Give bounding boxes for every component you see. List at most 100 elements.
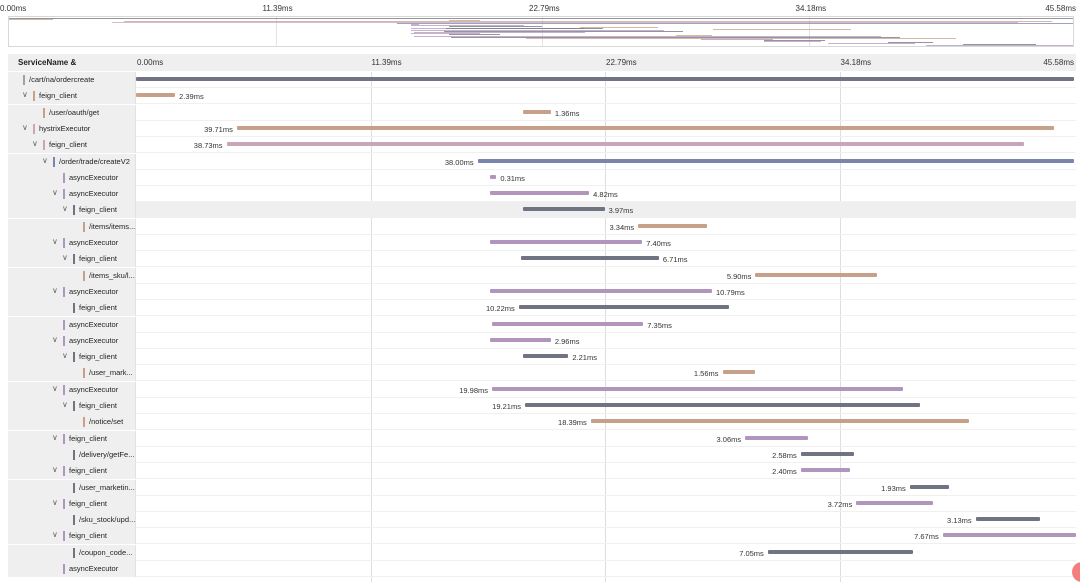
span-duration-bar[interactable]	[136, 93, 176, 98]
span-row[interactable]: ∨ feign_client 3.06ms	[8, 430, 1076, 447]
chevron-down-icon[interactable]: ∨	[52, 432, 58, 442]
span-row[interactable]: /items/items... 3.34ms	[8, 218, 1076, 235]
chevron-down-icon[interactable]: ∨	[52, 497, 58, 507]
span-name-cell[interactable]: ∨ feign_client	[8, 202, 136, 219]
span-name-cell[interactable]: /user_mark...	[8, 365, 136, 382]
chevron-down-icon[interactable]: ∨	[52, 285, 58, 295]
span-name-cell[interactable]: ∨ hystrixExecutor	[8, 120, 136, 137]
span-row[interactable]: asyncExecutor 0.31ms	[8, 169, 1076, 186]
span-duration-bar[interactable]	[975, 517, 1041, 522]
span-duration-bar[interactable]	[755, 272, 877, 277]
span-duration-bar[interactable]	[492, 321, 644, 326]
span-name-cell[interactable]: feign_client	[8, 300, 136, 317]
span-name-cell[interactable]: /cart/na/ordercreate	[8, 72, 136, 88]
chevron-down-icon[interactable]: ∨	[52, 465, 58, 475]
span-row[interactable]: asyncExecutor	[8, 561, 1076, 577]
span-name-cell[interactable]: /user/oauth/get	[8, 104, 136, 121]
span-row[interactable]: /sku_stock/upd... 3.13ms	[8, 512, 1076, 529]
chevron-down-icon[interactable]: ∨	[22, 122, 28, 132]
span-row[interactable]: ∨ feign_client 6.71ms	[8, 251, 1076, 268]
span-duration-bar[interactable]	[909, 484, 950, 489]
span-duration-bar[interactable]	[522, 207, 605, 212]
span-duration-bar[interactable]	[522, 354, 569, 359]
span-name-cell[interactable]: /items/items...	[8, 218, 136, 235]
span-name-cell[interactable]: ∨ asyncExecutor	[8, 283, 136, 300]
span-name-cell[interactable]: ∨ feign_client	[8, 349, 136, 366]
chevron-down-icon[interactable]: ∨	[52, 383, 58, 393]
span-name-cell[interactable]: ∨ asyncExecutor	[8, 381, 136, 398]
chevron-down-icon[interactable]: ∨	[42, 155, 48, 165]
span-duration-bar[interactable]	[489, 174, 497, 179]
chevron-down-icon[interactable]: ∨	[52, 188, 58, 198]
span-name-cell[interactable]: ∨ feign_client	[8, 251, 136, 268]
span-row[interactable]: ∨ feign_client 3.72ms	[8, 495, 1076, 512]
span-duration-bar[interactable]	[522, 109, 551, 114]
span-row[interactable]: /user_mark... 1.56ms	[8, 365, 1076, 382]
span-duration-bar[interactable]	[518, 305, 730, 310]
span-row[interactable]: ∨ hystrixExecutor 39.71ms	[8, 120, 1076, 137]
span-duration-bar[interactable]	[590, 419, 970, 424]
span-name-cell[interactable]: /notice/set	[8, 414, 136, 431]
span-duration-bar[interactable]	[489, 288, 712, 293]
span-row[interactable]: ∨ feign_client 7.67ms	[8, 528, 1076, 545]
span-row[interactable]: ∨ feign_client 2.21ms	[8, 349, 1076, 366]
span-row[interactable]: /user_marketin... 1.93ms	[8, 479, 1076, 496]
span-name-cell[interactable]: ∨ feign_client	[8, 88, 136, 105]
span-duration-bar[interactable]	[226, 142, 1024, 147]
chevron-down-icon[interactable]: ∨	[22, 90, 28, 100]
span-duration-bar[interactable]	[489, 337, 551, 342]
span-row[interactable]: ∨ asyncExecutor 2.96ms	[8, 332, 1076, 349]
span-duration-bar[interactable]	[492, 386, 904, 391]
span-row[interactable]: feign_client 10.22ms	[8, 300, 1076, 317]
span-duration-bar[interactable]	[520, 256, 659, 261]
span-row[interactable]: /cart/na/ordercreate	[8, 72, 1076, 88]
trace-minimap[interactable]	[8, 16, 1074, 47]
span-duration-bar[interactable]	[136, 77, 1074, 81]
span-name-cell[interactable]: ∨ feign_client	[8, 430, 136, 447]
span-row[interactable]: asyncExecutor 7.35ms	[8, 316, 1076, 333]
span-name-cell[interactable]: ∨ /order/trade/createV2	[8, 153, 136, 170]
chevron-down-icon[interactable]: ∨	[52, 237, 58, 246]
span-duration-bar[interactable]	[800, 468, 851, 473]
span-duration-bar[interactable]	[767, 549, 913, 554]
span-name-cell[interactable]: ∨ feign_client	[8, 495, 136, 512]
span-duration-bar[interactable]	[800, 451, 854, 456]
span-name-cell[interactable]: ∨ asyncExecutor	[8, 186, 136, 203]
span-row[interactable]: ∨ asyncExecutor 4.82ms	[8, 186, 1076, 203]
span-row[interactable]: ∨ feign_client 2.40ms	[8, 463, 1076, 480]
span-row[interactable]: /notice/set 18.39ms	[8, 414, 1076, 431]
span-row[interactable]: /coupon_code... 7.05ms	[8, 544, 1076, 561]
span-name-cell[interactable]: asyncExecutor	[8, 561, 136, 577]
chevron-down-icon[interactable]: ∨	[32, 139, 38, 149]
chevron-down-icon[interactable]: ∨	[62, 253, 68, 263]
span-duration-bar[interactable]	[722, 370, 755, 375]
span-row[interactable]: ∨ /order/trade/createV2 38.00ms	[8, 153, 1076, 170]
span-row[interactable]: ∨ asyncExecutor 7.40ms	[8, 235, 1076, 251]
chevron-down-icon[interactable]: ∨	[52, 530, 58, 540]
span-row[interactable]: /user/oauth/get 1.36ms	[8, 104, 1076, 121]
span-name-cell[interactable]: ∨ feign_client	[8, 137, 136, 154]
span-name-cell[interactable]: asyncExecutor	[8, 316, 136, 333]
chevron-down-icon[interactable]: ∨	[62, 400, 68, 409]
span-row[interactable]: ∨ feign_client 3.97ms	[8, 202, 1076, 219]
chevron-down-icon[interactable]: ∨	[62, 204, 68, 214]
span-name-cell[interactable]: /coupon_code...	[8, 544, 136, 561]
span-row[interactable]: /delivery/getFe... 2.58ms	[8, 446, 1076, 463]
span-row[interactable]: ∨ asyncExecutor 19.98ms	[8, 381, 1076, 398]
span-row[interactable]: ∨ feign_client 38.73ms	[8, 137, 1076, 154]
span-name-cell[interactable]: ∨ asyncExecutor	[8, 332, 136, 349]
span-duration-bar[interactable]	[745, 435, 809, 440]
span-row[interactable]: /items_sku/l... 5.90ms	[8, 267, 1076, 284]
span-duration-bar[interactable]	[524, 403, 921, 407]
span-duration-bar[interactable]	[856, 500, 933, 505]
span-name-cell[interactable]: /sku_stock/upd...	[8, 512, 136, 529]
span-duration-bar[interactable]	[942, 533, 1076, 538]
span-duration-bar[interactable]	[489, 240, 643, 244]
span-duration-bar[interactable]	[489, 191, 590, 196]
chevron-down-icon[interactable]: ∨	[52, 334, 58, 344]
span-row[interactable]: ∨ feign_client 2.39ms	[8, 88, 1076, 105]
chevron-down-icon[interactable]: ∨	[62, 351, 68, 361]
span-duration-bar[interactable]	[477, 158, 1075, 163]
span-name-cell[interactable]: /delivery/getFe...	[8, 446, 136, 463]
span-name-cell[interactable]: ∨ feign_client	[8, 528, 136, 545]
